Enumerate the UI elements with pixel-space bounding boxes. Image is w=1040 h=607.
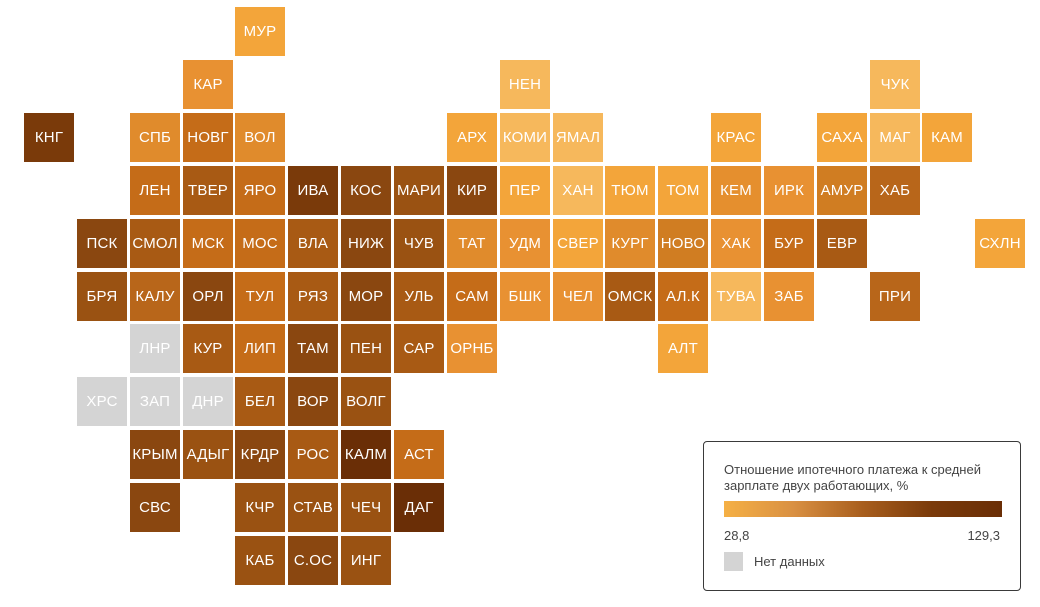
region-tile: НИЖ — [341, 219, 391, 268]
region-tile: ЗАП — [130, 377, 180, 426]
region-tile: СВС — [130, 483, 180, 532]
region-tile: ВОЛ — [235, 113, 285, 162]
legend-max-label: 129,3 — [967, 528, 1000, 543]
region-tile: ХРС — [77, 377, 127, 426]
region-tile: КАБ — [235, 536, 285, 585]
region-tile: ХАК — [711, 219, 761, 268]
region-tile: ХАН — [553, 166, 603, 215]
region-tile: АЛТ — [658, 324, 708, 373]
region-tile: РЯЗ — [288, 272, 338, 321]
region-tile: ЕВР — [817, 219, 867, 268]
region-tile: ВОЛГ — [341, 377, 391, 426]
region-tile: СМОЛ — [130, 219, 180, 268]
region-tile: УЛЬ — [394, 272, 444, 321]
region-tile: КАЛУ — [130, 272, 180, 321]
region-tile: ПСК — [77, 219, 127, 268]
region-tile: КУРГ — [605, 219, 655, 268]
region-tile: ИНГ — [341, 536, 391, 585]
region-tile: БШК — [500, 272, 550, 321]
region-tile: ИРК — [764, 166, 814, 215]
region-tile: ЯРО — [235, 166, 285, 215]
region-tile: СВЕР — [553, 219, 603, 268]
region-tile: КРАС — [711, 113, 761, 162]
legend: Отношение ипотечного платежа к средней з… — [703, 441, 1021, 591]
region-tile: САР — [394, 324, 444, 373]
region-tile: ПЕН — [341, 324, 391, 373]
region-tile: ТУЛ — [235, 272, 285, 321]
region-tile: АДЫГ — [183, 430, 233, 479]
region-tile: ЛИП — [235, 324, 285, 373]
legend-nodata-label: Нет данных — [754, 554, 825, 569]
legend-min-label: 28,8 — [724, 528, 750, 543]
region-tile: БУР — [764, 219, 814, 268]
region-tile: ТУВА — [711, 272, 761, 321]
region-tile: МСК — [183, 219, 233, 268]
region-tile: ЛНР — [130, 324, 180, 373]
region-tile: ЯМАЛ — [553, 113, 603, 162]
region-tile: НОВГ — [183, 113, 233, 162]
region-tile: С.ОС — [288, 536, 338, 585]
region-tile: СТАВ — [288, 483, 338, 532]
region-tile: КАЛМ — [341, 430, 391, 479]
region-tile: КИР — [447, 166, 497, 215]
region-tile: ТАМ — [288, 324, 338, 373]
region-tile: ТАТ — [447, 219, 497, 268]
region-tile: ЧЕЛ — [553, 272, 603, 321]
region-tile: КРЫМ — [130, 430, 180, 479]
region-tile: ВЛА — [288, 219, 338, 268]
region-tile: МАГ — [870, 113, 920, 162]
region-tile: ТЮМ — [605, 166, 655, 215]
region-tile: БЕЛ — [235, 377, 285, 426]
region-tile: УДМ — [500, 219, 550, 268]
region-tile: МОР — [341, 272, 391, 321]
region-tile: НОВО — [658, 219, 708, 268]
region-tile: КУР — [183, 324, 233, 373]
region-tile: МУР — [235, 7, 285, 56]
region-tile: КАР — [183, 60, 233, 109]
region-tile: ОМСК — [605, 272, 655, 321]
region-tile: КНГ — [24, 113, 74, 162]
region-tile: НЕН — [500, 60, 550, 109]
region-tile: СХЛН — [975, 219, 1025, 268]
region-tile: КРДР — [235, 430, 285, 479]
region-tile: ОРНБ — [447, 324, 497, 373]
region-tile: АЛ.К — [658, 272, 708, 321]
region-tile: КЕМ — [711, 166, 761, 215]
region-tile: КОС — [341, 166, 391, 215]
legend-color-scale — [724, 501, 1002, 517]
legend-nodata-swatch — [724, 552, 743, 571]
region-tile: КОМИ — [500, 113, 550, 162]
region-tile: КЧР — [235, 483, 285, 532]
region-tile: ИВА — [288, 166, 338, 215]
region-tile: ВОР — [288, 377, 338, 426]
region-tile: ОРЛ — [183, 272, 233, 321]
region-tile: ЧУВ — [394, 219, 444, 268]
region-tile: ЛЕН — [130, 166, 180, 215]
region-tile: МОС — [235, 219, 285, 268]
region-tile: МАРИ — [394, 166, 444, 215]
region-tile: ЧЕЧ — [341, 483, 391, 532]
region-tile: РОС — [288, 430, 338, 479]
region-tile: ДНР — [183, 377, 233, 426]
region-tile: ЧУК — [870, 60, 920, 109]
region-tile: ТОМ — [658, 166, 708, 215]
region-tile: АМУР — [817, 166, 867, 215]
region-tile: САХА — [817, 113, 867, 162]
region-tile: САМ — [447, 272, 497, 321]
region-tile: КАМ — [922, 113, 972, 162]
region-tile: ТВЕР — [183, 166, 233, 215]
region-tile: ХАБ — [870, 166, 920, 215]
region-tile: АСТ — [394, 430, 444, 479]
region-tile: ЗАБ — [764, 272, 814, 321]
region-tile: АРХ — [447, 113, 497, 162]
region-tile: БРЯ — [77, 272, 127, 321]
legend-title: Отношение ипотечного платежа к средней з… — [724, 462, 981, 493]
region-tile: ДАГ — [394, 483, 444, 532]
region-tile: ПЕР — [500, 166, 550, 215]
region-tile: СПБ — [130, 113, 180, 162]
region-tile: ПРИ — [870, 272, 920, 321]
